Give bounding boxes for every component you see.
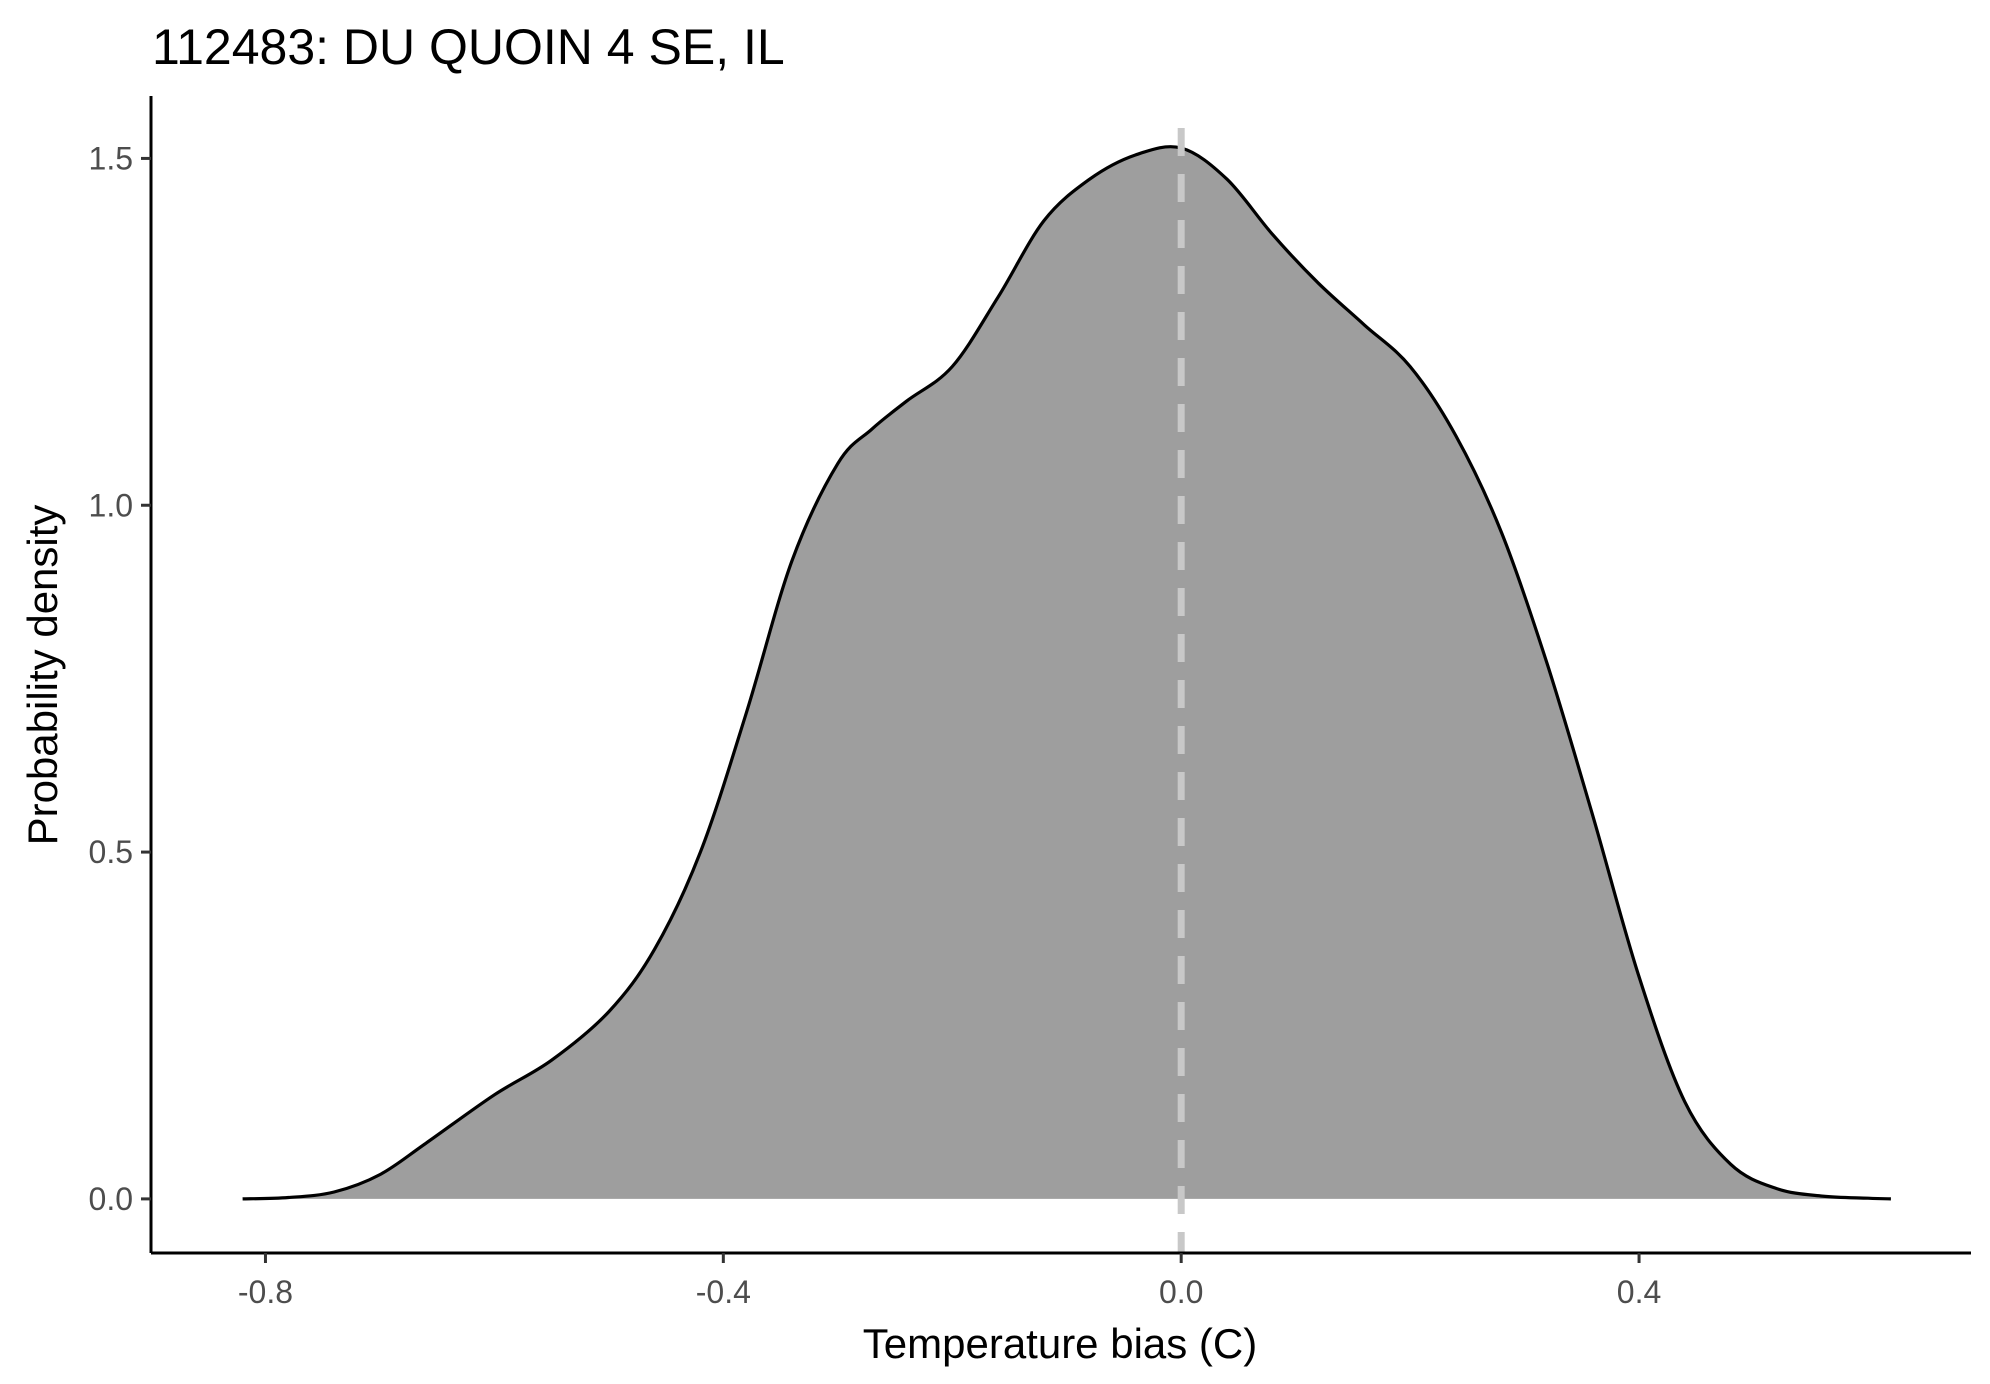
y-axis-title: Probability density	[19, 505, 66, 846]
x-axis-ticks: -0.8 -0.4 0.0 0.4	[238, 1253, 1661, 1310]
x-tick-label: -0.8	[238, 1274, 293, 1310]
y-tick-label: 0.5	[89, 834, 133, 870]
y-tick-label: 1.5	[89, 140, 133, 176]
y-tick-label: 1.0	[89, 487, 133, 523]
x-axis-title: Temperature bias (C)	[863, 1320, 1257, 1367]
density-area	[242, 146, 1891, 1199]
chart-title: 112483: DU QUOIN 4 SE, IL	[152, 19, 785, 75]
y-tick-label: 0.0	[89, 1181, 133, 1217]
density-curve	[242, 145, 1891, 1201]
x-tick-label: -0.4	[696, 1274, 751, 1310]
x-tick-label: 0.4	[1617, 1274, 1661, 1310]
x-tick-label: 0.0	[1159, 1274, 1203, 1310]
y-axis-ticks: 0.0 0.5 1.0 1.5	[89, 140, 151, 1217]
plot-area	[242, 128, 1891, 1253]
